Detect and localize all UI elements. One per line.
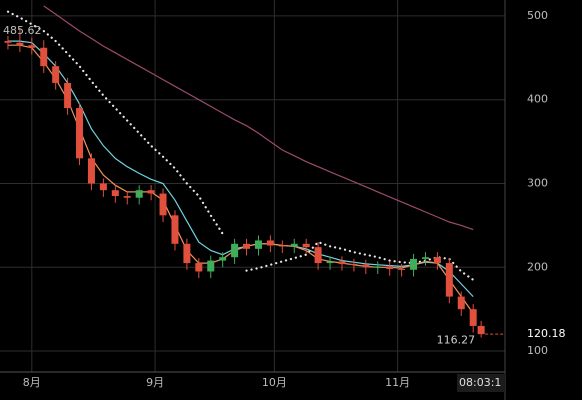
candle-body [266,240,274,246]
candle-body [362,264,370,268]
candle-body [195,263,203,272]
candle-body [477,325,485,335]
candle-body [159,193,167,216]
candle-body [302,243,310,248]
min-price-label: 116.27 [437,333,476,346]
max-price-label: 485.62 [3,24,42,37]
candle-body [123,196,131,198]
candle-body [326,261,334,264]
x-tick-label: 9月 [146,376,164,389]
last-price-label: 120.18 [527,327,566,340]
candle-body [40,47,48,67]
candle-body [314,247,322,264]
candle-body [16,42,24,46]
candle-body [421,257,429,259]
y-tick-label: 100 [527,344,548,357]
candle-body [87,158,95,184]
candle-body [410,258,418,270]
candle-body [207,260,215,272]
candle-body [338,261,346,264]
candle-body [171,215,179,244]
candle-body [374,266,382,268]
x-tick-label: 11月 [385,376,410,389]
candle-body [183,243,191,264]
y-tick-label: 200 [527,260,548,273]
candle-body [99,183,107,191]
candle-body [4,41,12,43]
candle-body [219,257,227,261]
candle-body [147,190,155,194]
candle-body [28,45,36,48]
candle-body [445,263,453,297]
y-tick-label: 300 [527,176,548,189]
candle-body [290,243,298,247]
candle-body [52,66,60,83]
candle-body [386,266,394,269]
candle-body [231,243,239,258]
candle-body [457,296,465,310]
time-label-box [457,374,505,392]
candle-body [111,190,119,197]
x-tick-label: 8月 [23,376,41,389]
ma-line [43,5,474,231]
candle-body [254,240,262,249]
candle-body [350,263,358,265]
candle-body [135,190,143,198]
y-tick-label: 500 [527,9,548,22]
time-label: 08:03:1 [459,376,501,389]
x-tick-label: 10月 [262,376,287,389]
y-tick-label: 400 [527,93,548,106]
ma-line [8,40,474,298]
candle-body [469,309,477,326]
candle-body [278,245,286,247]
candle-body [398,268,406,270]
candle-body [243,243,251,249]
ma-line [8,44,474,314]
candle-body [433,257,441,264]
candle-body [64,82,72,109]
candle-body [76,108,84,159]
